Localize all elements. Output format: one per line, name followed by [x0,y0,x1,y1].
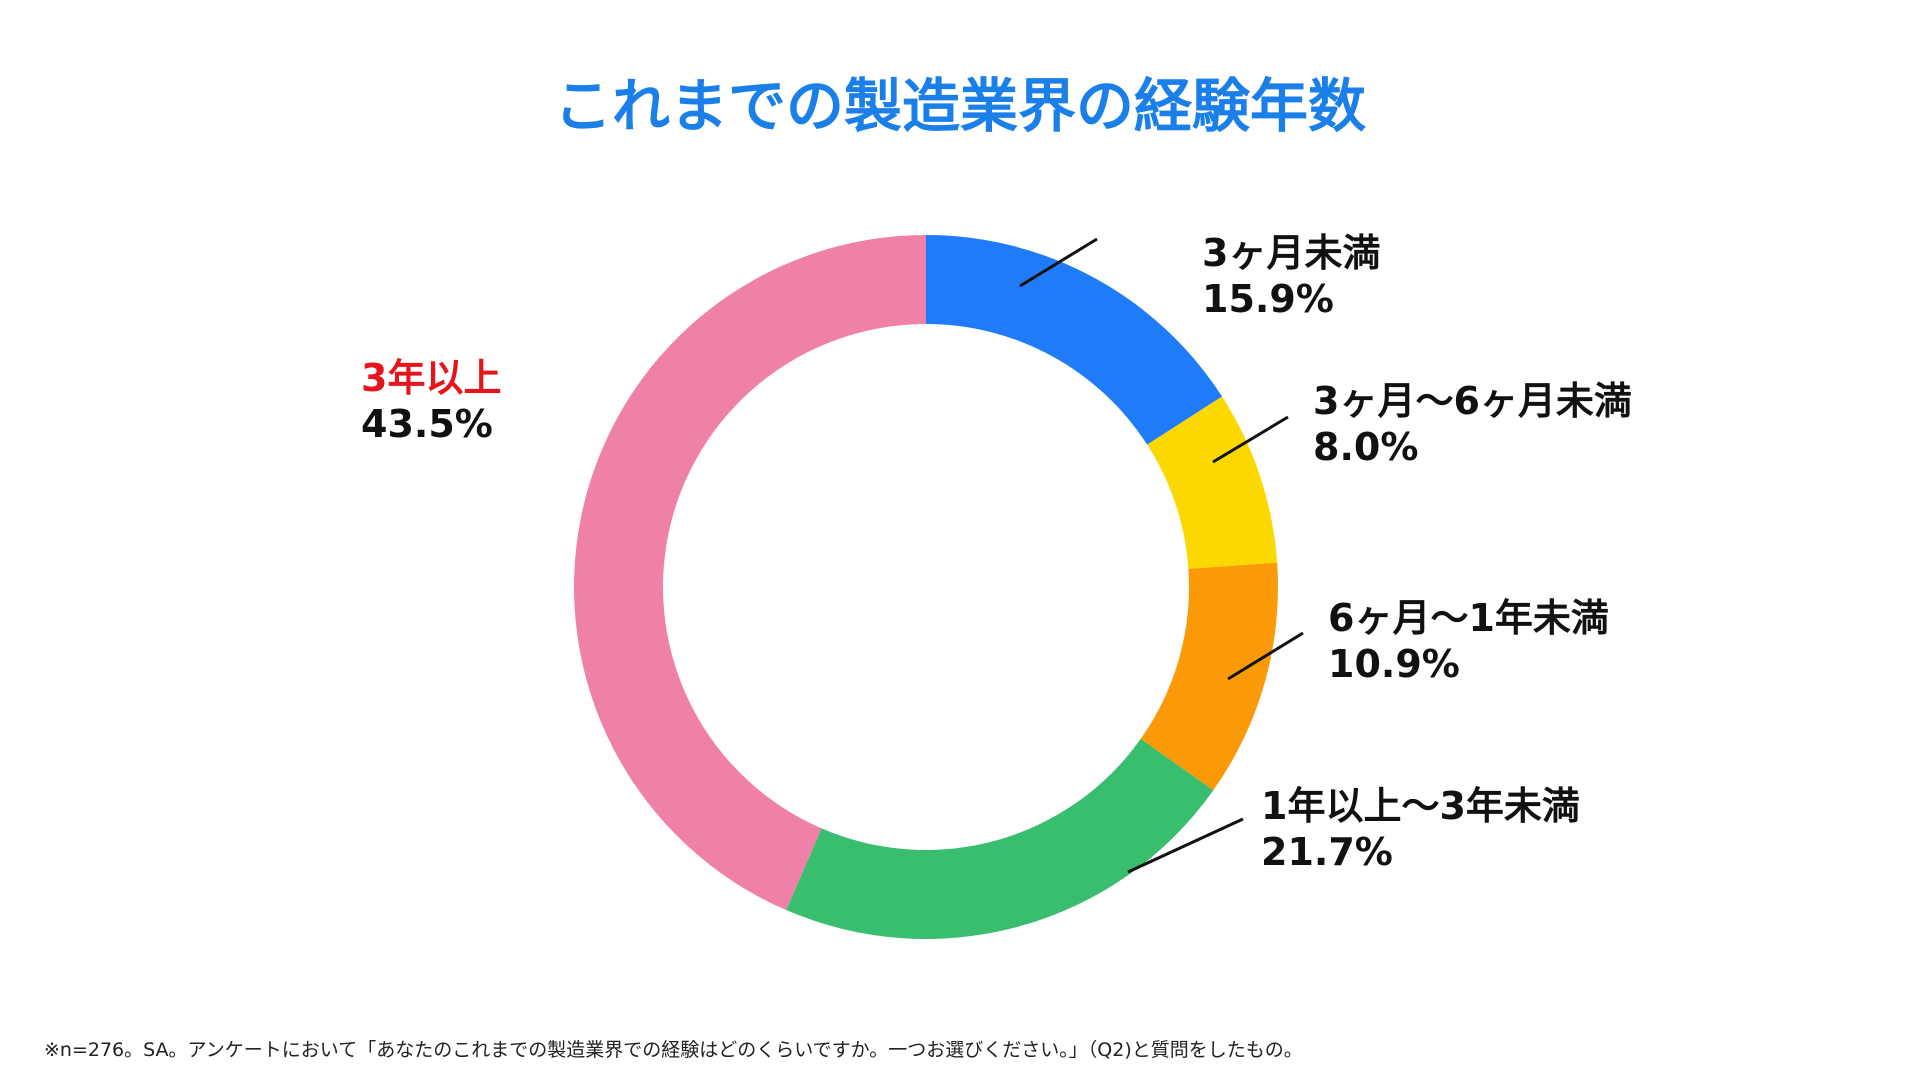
category-label: 3ヶ月未満 [1202,231,1380,275]
donut-segment [926,235,1223,445]
donut-segment [1147,396,1278,569]
donut-segment [573,235,926,911]
donut-segment [786,738,1214,940]
donut-segment [1140,562,1278,791]
footnote: ※n=276。SA。アンケートにおいて「あなたのこれまでの製造業界での経験はどの… [44,1039,1303,1061]
value-label: 8.0% [1313,425,1418,469]
value-label: 10.9% [1328,642,1460,686]
value-label: 21.7% [1261,830,1393,874]
leader-line [1019,237,1098,288]
chart-title: これまでの製造業界の経験年数 [554,72,1366,140]
category-label: 3年以上 [361,356,501,400]
leader-line [1212,415,1289,464]
category-label: 1年以上〜3年未満 [1261,784,1580,828]
leader-line [1127,817,1244,874]
category-label: 6ヶ月〜1年未満 [1328,596,1609,640]
category-label: 3ヶ月〜6ヶ月未満 [1313,379,1632,423]
value-label: 43.5% [361,402,493,446]
value-label: 15.9% [1202,277,1334,321]
leader-line [1227,631,1304,681]
